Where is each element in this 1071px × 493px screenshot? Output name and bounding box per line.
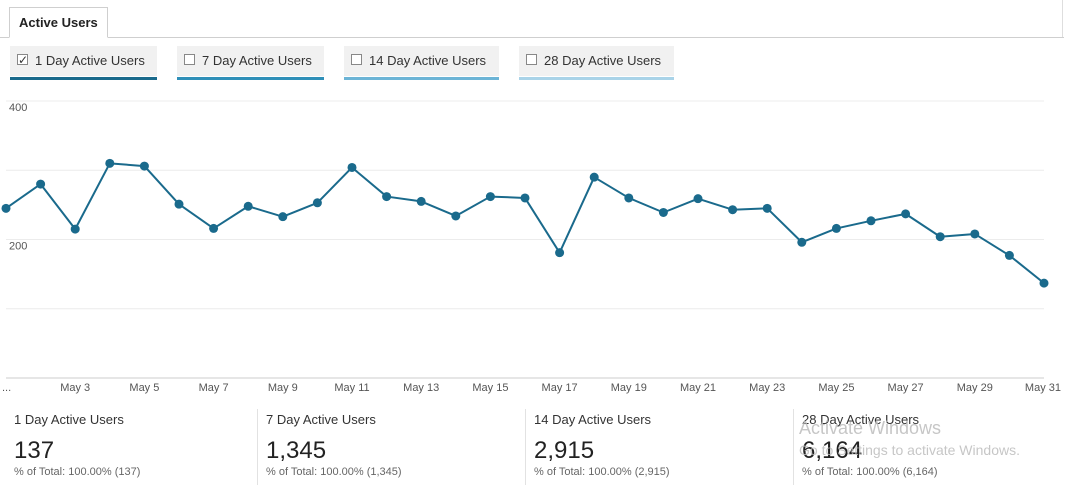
data-point[interactable] xyxy=(416,196,426,206)
x-tick-label: May 17 xyxy=(542,382,578,394)
data-point[interactable] xyxy=(139,161,149,171)
data-point[interactable] xyxy=(70,224,80,234)
summary-percent-of-total: % of Total: 100.00% (137) xyxy=(14,466,141,478)
summary-percent-of-total: % of Total: 100.00% (1,345) xyxy=(266,466,402,478)
data-point[interactable] xyxy=(624,193,634,203)
metric-color-bar xyxy=(344,77,499,80)
data-point[interactable] xyxy=(1039,278,1049,288)
summary-1-day: 1 Day Active Users 137 % of Total: 100.0… xyxy=(14,405,244,485)
summary-28-day: 28 Day Active Users 6,164 % of Total: 10… xyxy=(793,405,1052,485)
summary-title: 14 Day Active Users xyxy=(534,412,652,427)
metric-toggle-label: 28 Day Active Users xyxy=(544,53,662,68)
metric-toggle-28-day[interactable]: 28 Day Active Users xyxy=(519,46,674,80)
data-point[interactable] xyxy=(693,194,703,204)
data-point[interactable] xyxy=(797,237,807,247)
x-tick-label: May 13 xyxy=(403,382,439,394)
metric-toggle-1-day[interactable]: ✓ 1 Day Active Users xyxy=(10,46,157,80)
data-point[interactable] xyxy=(209,223,219,233)
x-tick-label: May 9 xyxy=(268,382,298,394)
data-point[interactable] xyxy=(589,172,599,182)
metric-color-bar xyxy=(177,77,324,80)
data-point[interactable] xyxy=(901,209,911,219)
x-tick-label: May 7 xyxy=(199,382,229,394)
x-tick-label: May 15 xyxy=(472,382,508,394)
metric-toggle-7-day[interactable]: 7 Day Active Users xyxy=(177,46,324,80)
data-point[interactable] xyxy=(105,158,115,168)
x-tick-label: May 29 xyxy=(957,382,993,394)
metric-toggle-label: 14 Day Active Users xyxy=(369,53,487,68)
data-point[interactable] xyxy=(485,192,495,202)
x-tick-label: May 5 xyxy=(129,382,159,394)
data-point[interactable] xyxy=(1,203,11,213)
metric-color-bar xyxy=(519,77,674,80)
summary-value: 6,164 xyxy=(802,437,863,464)
summary-percent-of-total: % of Total: 100.00% (2,915) xyxy=(534,466,670,478)
summary-14-day: 14 Day Active Users 2,915 % of Total: 10… xyxy=(525,405,784,485)
summary-title: 28 Day Active Users xyxy=(802,412,920,427)
summary-divider xyxy=(257,409,258,485)
tab-bar-edge xyxy=(1062,0,1063,37)
active-users-line-chart[interactable]: 400 200... May 3 May 5 May 7 May 9 May 11 May 1… xyxy=(0,95,1071,400)
data-point[interactable] xyxy=(970,229,980,239)
tab-bar: Active Users xyxy=(0,0,1064,38)
data-point[interactable] xyxy=(866,216,876,226)
y-tick-label: 400 xyxy=(9,102,27,114)
series-line xyxy=(5,162,1045,284)
checkbox-icon[interactable] xyxy=(184,54,195,65)
data-point[interactable] xyxy=(520,193,530,203)
data-point[interactable] xyxy=(174,199,184,209)
data-point[interactable] xyxy=(312,198,322,208)
data-point[interactable] xyxy=(658,207,668,217)
data-point[interactable] xyxy=(762,203,772,213)
summary-divider xyxy=(525,409,526,485)
x-tick-label: May 27 xyxy=(888,382,924,394)
tab-active-users[interactable]: Active Users xyxy=(9,7,108,38)
summary-value: 137 xyxy=(14,437,55,464)
metric-toggle-label: 7 Day Active Users xyxy=(202,53,312,68)
data-point[interactable] xyxy=(728,205,738,215)
metric-color-bar xyxy=(10,77,157,80)
data-point[interactable] xyxy=(278,212,288,222)
x-tick-label: May 21 xyxy=(680,382,716,394)
data-point[interactable] xyxy=(451,211,461,221)
y-tick-label: 200 xyxy=(9,241,27,253)
x-tick-label: May 31 xyxy=(1025,382,1061,394)
x-tick-label: May 11 xyxy=(334,382,369,394)
data-point[interactable] xyxy=(935,232,945,242)
x-tick-label: May 19 xyxy=(611,382,647,394)
summary-divider xyxy=(793,409,794,485)
data-point[interactable] xyxy=(555,248,565,258)
summary-value: 2,915 xyxy=(534,437,595,464)
metric-toggle-14-day[interactable]: 14 Day Active Users xyxy=(344,46,499,80)
summary-title: 1 Day Active Users xyxy=(14,412,124,427)
checkbox-checked-icon[interactable]: ✓ xyxy=(17,53,29,67)
data-point[interactable] xyxy=(382,192,392,202)
summary-title: 7 Day Active Users xyxy=(266,412,376,427)
summary-row: 1 Day Active Users 137 % of Total: 100.0… xyxy=(0,405,1071,493)
activate-windows-watermark-subtext: Go to Settings to activate Windows. xyxy=(799,442,1020,458)
data-point[interactable] xyxy=(347,162,357,172)
x-tick-label: May 3 xyxy=(60,382,90,394)
x-tick-label: May 23 xyxy=(749,382,785,394)
data-point[interactable] xyxy=(243,201,253,211)
x-tick-label: May 25 xyxy=(818,382,854,394)
summary-percent-of-total: % of Total: 100.00% (6,164) xyxy=(802,466,938,478)
x-tick-label: ... xyxy=(2,382,11,394)
summary-7-day: 7 Day Active Users 1,345 % of Total: 100… xyxy=(257,405,516,485)
metric-toggle-label: 1 Day Active Users xyxy=(35,53,145,68)
checkbox-icon[interactable] xyxy=(351,54,362,65)
data-point[interactable] xyxy=(1004,250,1014,260)
checkbox-icon[interactable] xyxy=(526,54,537,65)
summary-value: 1,345 xyxy=(266,437,327,464)
data-point[interactable] xyxy=(36,179,46,189)
activate-windows-watermark: Activate Windows xyxy=(799,418,942,438)
data-point[interactable] xyxy=(831,223,841,233)
